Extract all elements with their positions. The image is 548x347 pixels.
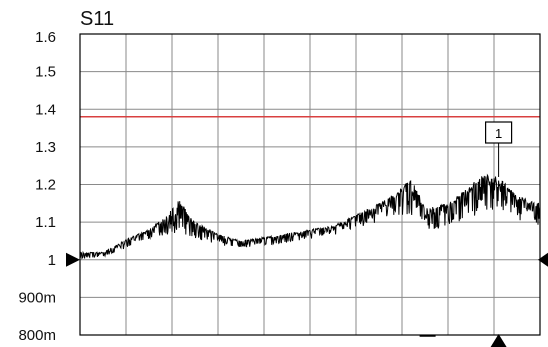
plot-frame: [79, 33, 541, 336]
marker-label: 1: [495, 126, 502, 141]
y-tick-label: 1.4: [35, 101, 56, 118]
y-tick-label: 900m: [18, 289, 56, 306]
reference-arrow-left: [66, 252, 80, 267]
y-tick-label: 1.2: [35, 177, 56, 194]
y-tick-label: 1.5: [35, 64, 56, 81]
y-tick-label: 1.1: [35, 214, 56, 231]
reference-arrow-right: [538, 252, 548, 267]
marker-group: 1: [485, 121, 513, 177]
trace-line: [79, 173, 541, 260]
grid: [80, 34, 540, 335]
y-tick-label: 1.3: [35, 139, 56, 156]
trace: [79, 173, 541, 260]
y-tick-label: 1: [48, 252, 56, 269]
marker-position-arrow: [490, 334, 507, 347]
y-axis-ticks: 1.6 1.5 1.4 1.3 1.2 1.1 1 900m 800m: [18, 29, 56, 344]
indicators: [66, 252, 548, 347]
chart-title: S11: [80, 8, 114, 30]
y-tick-label: 1.6: [35, 29, 56, 46]
y-tick-label: 800m: [18, 327, 56, 344]
marker-box: [485, 121, 513, 144]
